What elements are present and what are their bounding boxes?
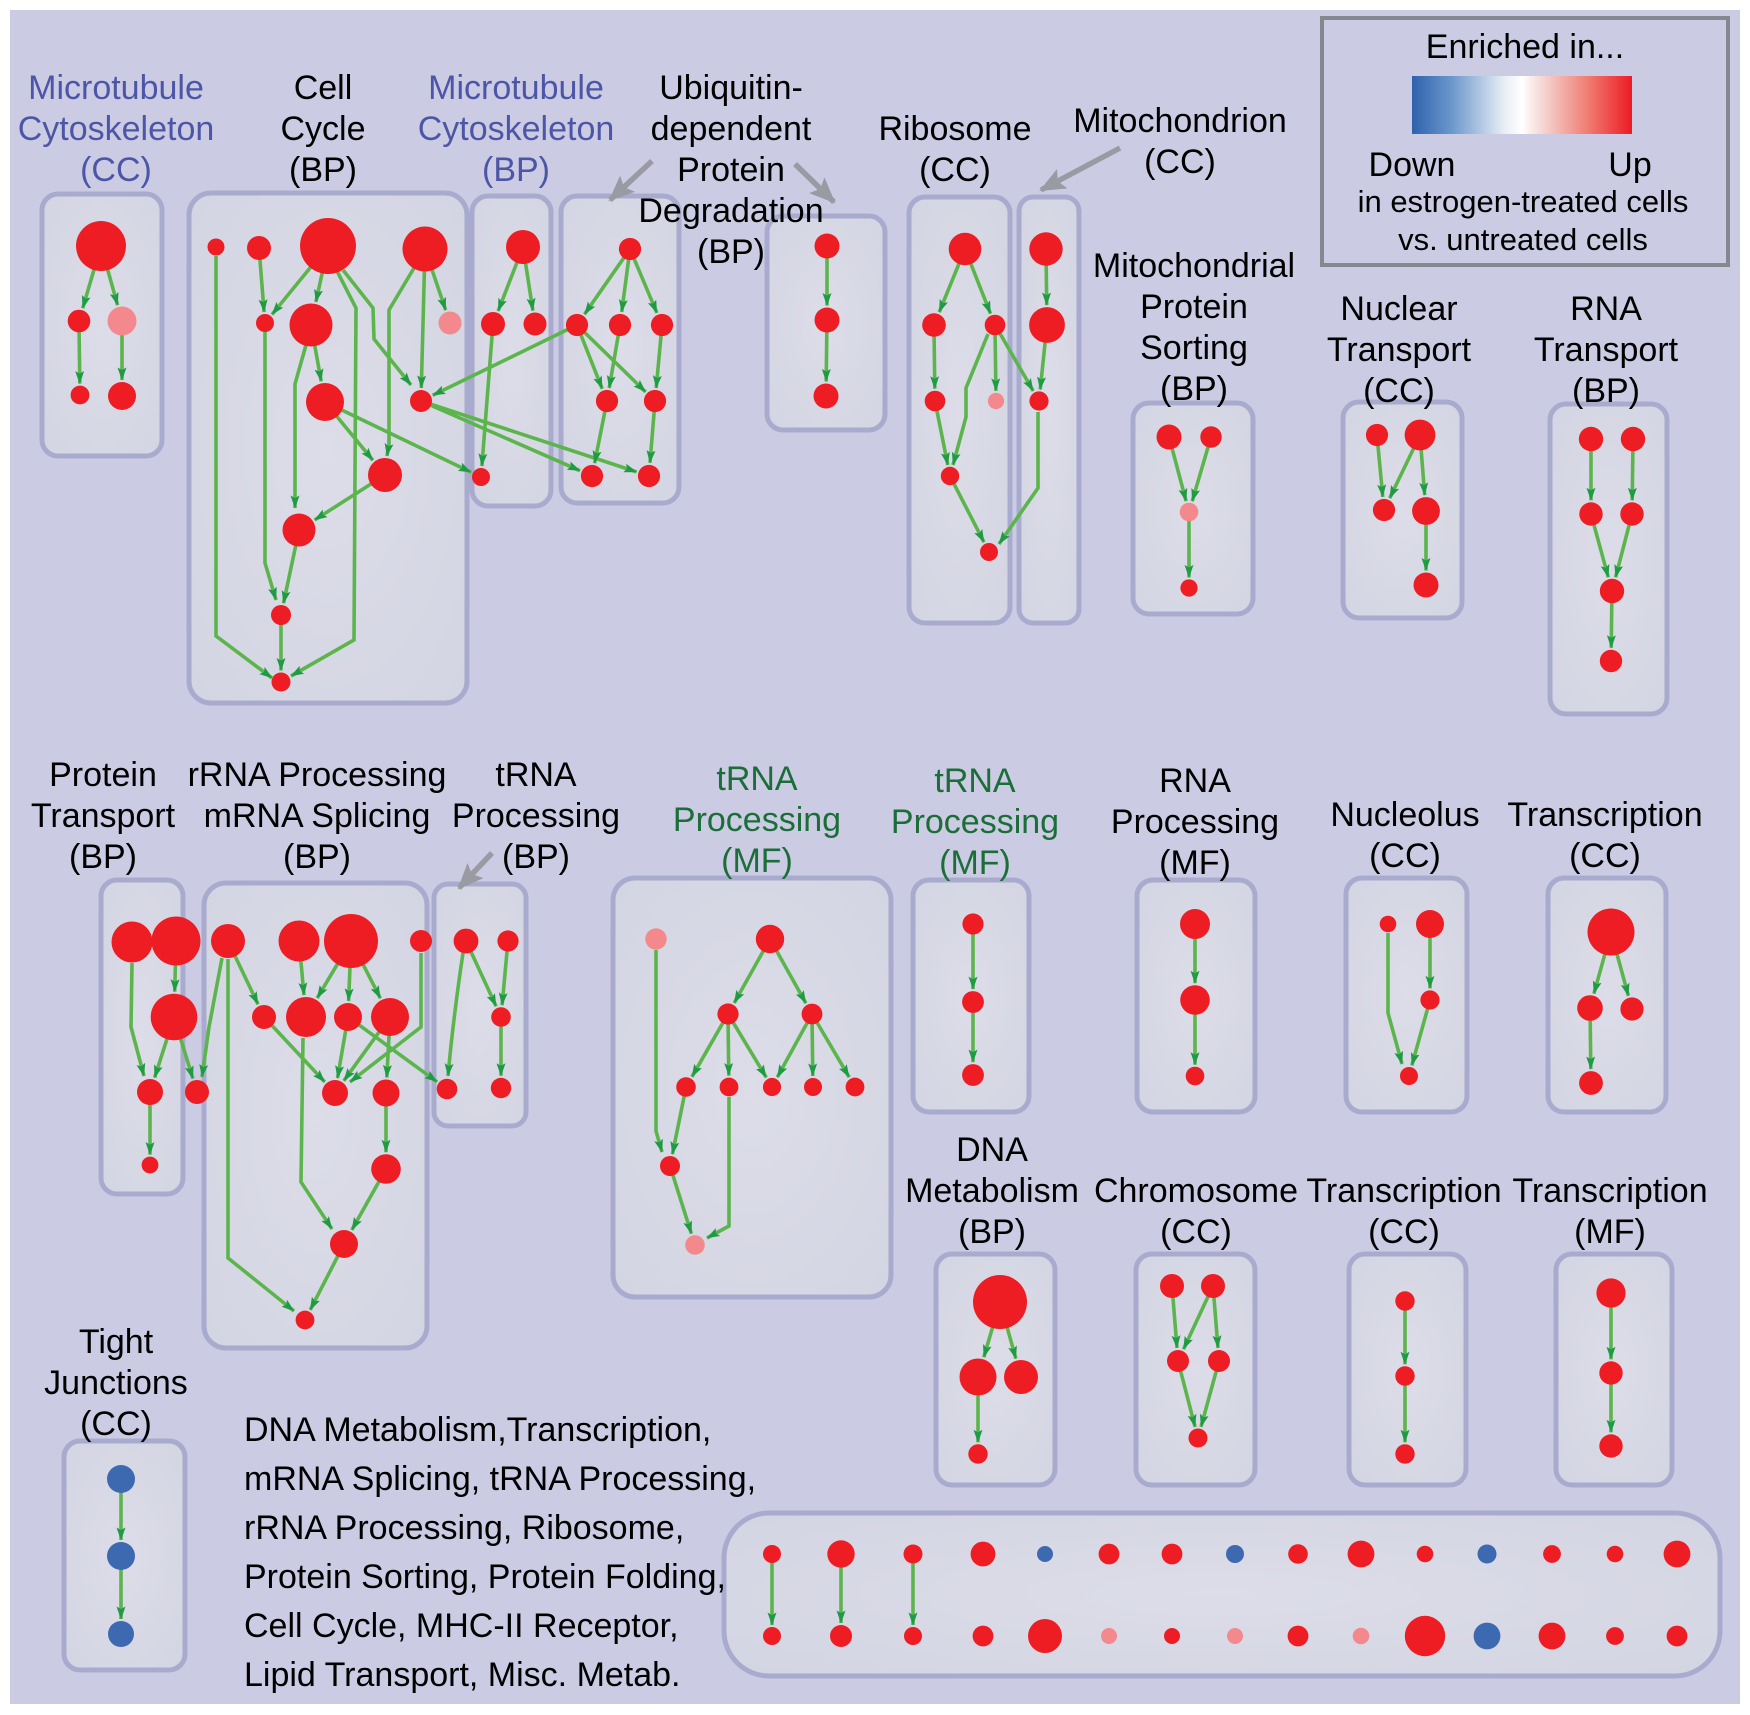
svg-text:(CC): (CC) — [80, 1405, 152, 1443]
svg-text:Junctions: Junctions — [44, 1364, 188, 1402]
svg-text:(BP): (BP) — [958, 1213, 1026, 1251]
svg-text:in estrogen-treated cells: in estrogen-treated cells — [1358, 184, 1689, 219]
svg-text:DNA Metabolism,Transcription,: DNA Metabolism,Transcription, — [244, 1411, 711, 1449]
svg-text:Microtubule: Microtubule — [428, 69, 604, 107]
svg-text:(BP): (BP) — [1572, 372, 1640, 410]
svg-text:RNA: RNA — [1159, 762, 1231, 800]
svg-text:Enriched in...: Enriched in... — [1426, 28, 1624, 66]
svg-text:RNA: RNA — [1570, 290, 1642, 328]
svg-text:(BP): (BP) — [1160, 370, 1228, 408]
svg-text:Nucleolus: Nucleolus — [1330, 796, 1479, 834]
svg-text:Up: Up — [1608, 146, 1651, 184]
svg-text:(MF): (MF) — [939, 844, 1011, 882]
svg-text:Processing: Processing — [891, 803, 1059, 841]
svg-text:Protein Sorting, Protein Foldi: Protein Sorting, Protein Folding, — [244, 1558, 726, 1596]
svg-text:(BP): (BP) — [482, 151, 550, 189]
svg-text:(BP): (BP) — [283, 838, 351, 876]
svg-text:(CC): (CC) — [1144, 143, 1216, 181]
svg-text:Transcription: Transcription — [1507, 796, 1702, 834]
svg-text:tRNA: tRNA — [495, 756, 577, 794]
svg-text:Cycle: Cycle — [280, 110, 365, 148]
svg-text:(MF): (MF) — [1159, 844, 1231, 882]
svg-text:rRNA Processing, Ribosome,: rRNA Processing, Ribosome, — [244, 1509, 684, 1547]
svg-text:Transcription: Transcription — [1512, 1172, 1707, 1210]
svg-text:Tight: Tight — [79, 1323, 154, 1361]
svg-text:Cytoskeleton: Cytoskeleton — [18, 110, 215, 148]
svg-text:Mitochondrion: Mitochondrion — [1073, 102, 1287, 140]
svg-text:Processing: Processing — [673, 801, 841, 839]
svg-text:Protein: Protein — [1140, 288, 1248, 326]
svg-text:Cell Cycle, MHC-II Receptor,: Cell Cycle, MHC-II Receptor, — [244, 1607, 679, 1645]
svg-text:(CC): (CC) — [919, 151, 991, 189]
svg-text:dependent: dependent — [651, 110, 812, 148]
svg-text:Lipid Transport, Misc. Metab.: Lipid Transport, Misc. Metab. — [244, 1656, 681, 1694]
svg-text:(CC): (CC) — [1160, 1213, 1232, 1251]
svg-text:(MF): (MF) — [721, 842, 793, 880]
svg-text:Cytoskeleton: Cytoskeleton — [418, 110, 615, 148]
svg-text:(CC): (CC) — [1369, 837, 1441, 875]
svg-text:Ubiquitin-: Ubiquitin- — [659, 69, 803, 107]
svg-text:tRNA: tRNA — [716, 760, 798, 798]
svg-text:Sorting: Sorting — [1140, 329, 1248, 367]
svg-text:(BP): (BP) — [502, 838, 570, 876]
svg-text:Microtubule: Microtubule — [28, 69, 204, 107]
svg-text:Degradation: Degradation — [638, 192, 823, 230]
svg-text:Transcription: Transcription — [1306, 1172, 1501, 1210]
svg-text:Transport: Transport — [1534, 331, 1679, 369]
svg-text:tRNA: tRNA — [934, 762, 1016, 800]
svg-text:Processing: Processing — [1111, 803, 1279, 841]
svg-text:(BP): (BP) — [289, 151, 357, 189]
svg-text:Ribosome: Ribosome — [878, 110, 1031, 148]
svg-text:Protein: Protein — [49, 756, 157, 794]
svg-text:Mitochondrial: Mitochondrial — [1093, 247, 1295, 285]
svg-text:(CC): (CC) — [1368, 1213, 1440, 1251]
svg-text:Cell: Cell — [294, 69, 353, 107]
svg-text:Nuclear: Nuclear — [1340, 290, 1457, 328]
svg-text:Protein: Protein — [677, 151, 785, 189]
svg-text:(CC): (CC) — [1569, 837, 1641, 875]
svg-text:Chromosome: Chromosome — [1094, 1172, 1298, 1210]
svg-text:(BP): (BP) — [697, 233, 765, 271]
svg-text:DNA: DNA — [956, 1131, 1028, 1169]
svg-text:mRNA Splicing, tRNA Processing: mRNA Splicing, tRNA Processing, — [244, 1460, 756, 1498]
svg-text:(CC): (CC) — [80, 151, 152, 189]
svg-text:Down: Down — [1369, 146, 1456, 184]
svg-text:Transport: Transport — [1327, 331, 1472, 369]
svg-text:Metabolism: Metabolism — [905, 1172, 1079, 1210]
svg-text:vs. untreated cells: vs. untreated cells — [1398, 222, 1648, 257]
svg-text:mRNA Splicing: mRNA Splicing — [204, 797, 431, 835]
svg-text:Transport: Transport — [31, 797, 176, 835]
svg-text:(BP): (BP) — [69, 838, 137, 876]
svg-text:(MF): (MF) — [1574, 1213, 1646, 1251]
svg-text:Processing: Processing — [452, 797, 620, 835]
svg-text:(CC): (CC) — [1363, 372, 1435, 410]
svg-text:rRNA Processing: rRNA Processing — [188, 756, 447, 794]
